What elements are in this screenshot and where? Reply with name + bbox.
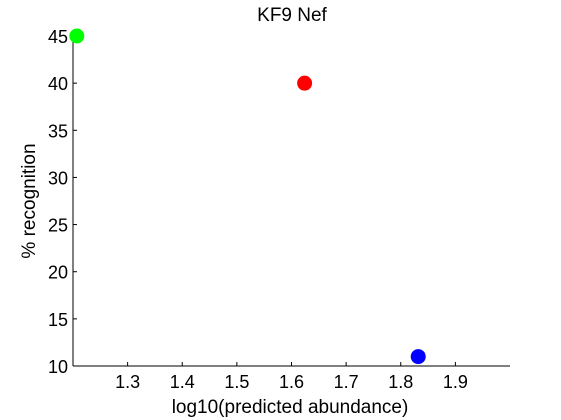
- y-tick-label: 30: [48, 168, 68, 188]
- axes: [72, 36, 510, 367]
- scatter-point: [297, 75, 313, 91]
- data-points: [69, 28, 426, 365]
- x-tick-label: 1.7: [334, 372, 359, 392]
- chart-title: KF9 Nef: [257, 5, 327, 26]
- x-tick-label: 1.4: [170, 372, 195, 392]
- y-axis-title: % recognition: [19, 143, 40, 258]
- y-tick-label: 25: [48, 216, 68, 236]
- y-tick-label: 10: [48, 357, 68, 377]
- y-tick-label: 35: [48, 121, 68, 141]
- scatter-point: [410, 349, 426, 365]
- x-axis-title: log10(predicted abundance): [172, 397, 409, 418]
- x-tick-label: 1.9: [443, 372, 468, 392]
- y-tick-label: 45: [48, 27, 68, 47]
- x-ticks: 1.3 1.4 1.5 1.6 1.7 1.8 1.9: [115, 362, 468, 392]
- x-tick-label: 1.6: [279, 372, 304, 392]
- x-tick-label: 1.8: [388, 372, 413, 392]
- y-tick-label: 20: [48, 263, 68, 283]
- scatter-point: [69, 28, 85, 44]
- y-tick-label: 40: [48, 74, 68, 94]
- x-tick-label: 1.5: [224, 372, 249, 392]
- y-tick-label: 15: [48, 310, 68, 330]
- x-tick-label: 1.3: [115, 372, 140, 392]
- y-ticks: 10 15 20 25 30 35 40 45: [48, 27, 77, 377]
